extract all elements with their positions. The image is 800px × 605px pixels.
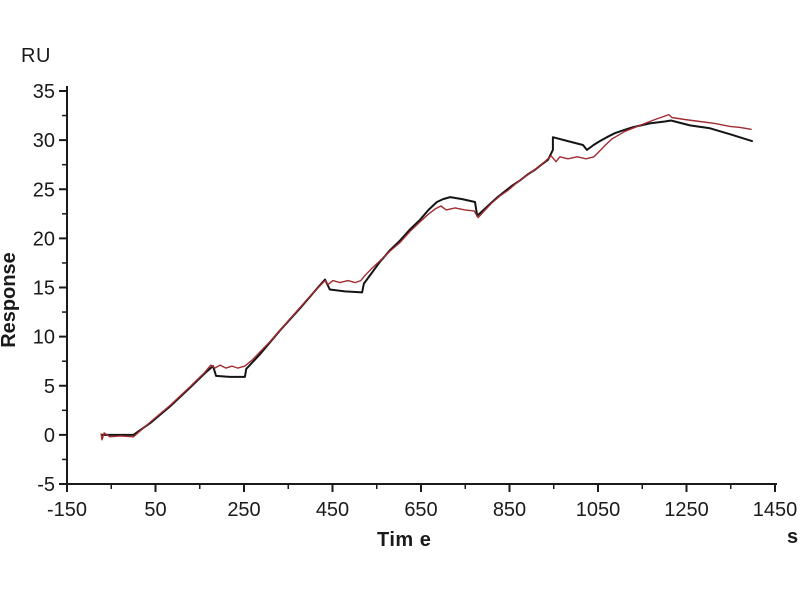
measured-response-line [100,113,752,441]
fitted-curve-line [101,119,753,436]
y-tick-label: 20 [33,228,55,250]
y-tick-label: -5 [37,474,55,496]
y-tick-label: 15 [33,278,55,300]
y-unit-label: RU [21,45,51,67]
x-axis-title: Tim e [377,529,432,551]
x-unit-label: s [787,526,799,548]
x-tick-label: -150 [47,499,87,521]
x-tick-label: 1050 [576,499,621,521]
y-tick-label: 0 [44,425,55,447]
x-tick-label: 850 [493,499,526,521]
y-tick-label: 30 [33,130,55,152]
x-tick-label: 1450 [753,499,798,521]
x-tick-label: 650 [404,499,437,521]
x-tick-label: 450 [316,499,349,521]
y-tick-label: 10 [33,327,55,349]
y-axis-title: Response [0,252,20,348]
y-tick-label: 5 [44,376,55,398]
x-tick-label: 1250 [664,499,709,521]
x-tick-label: 250 [227,499,260,521]
y-tick-label: 25 [33,179,55,201]
y-tick-label: 35 [33,81,55,103]
x-tick-label: 50 [144,499,166,521]
